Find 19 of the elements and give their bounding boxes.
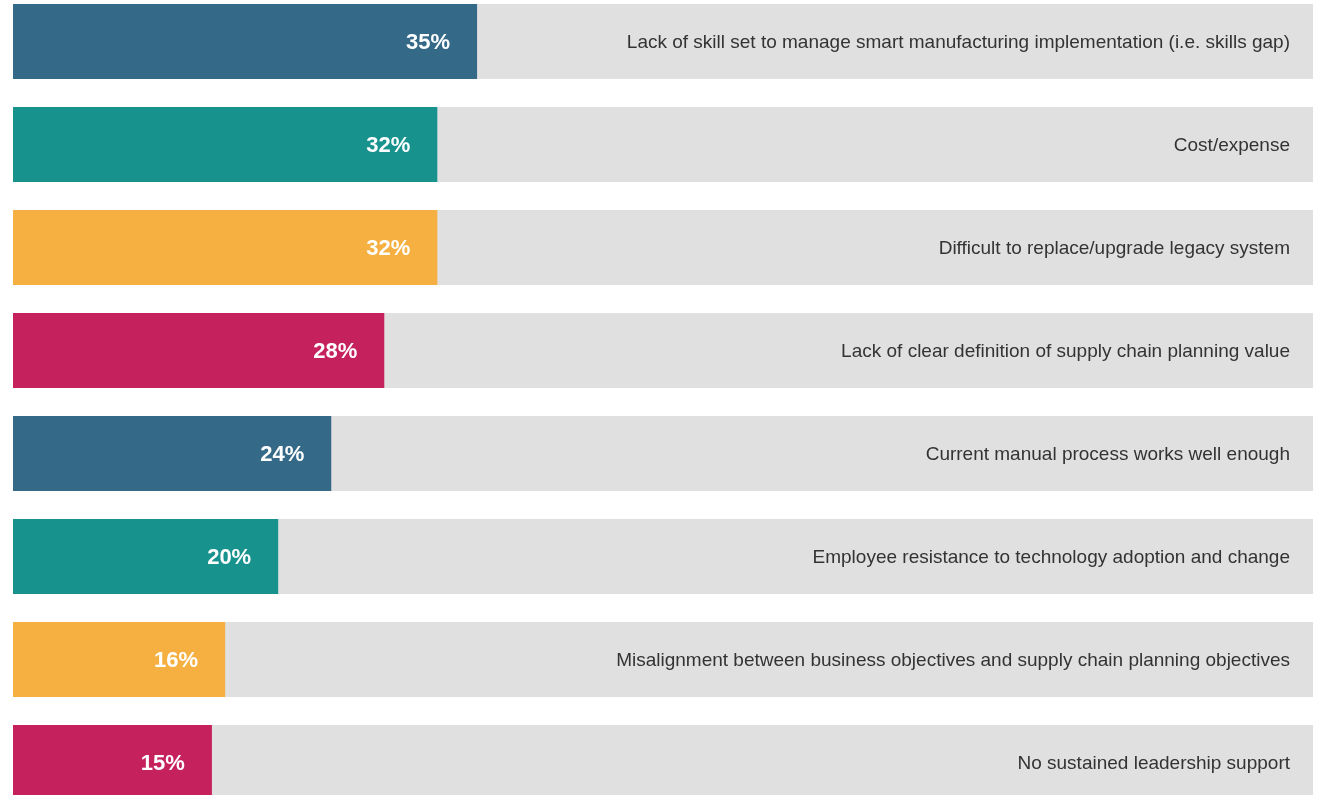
data-label: 15% <box>140 750 185 776</box>
y-tick-label: Misalignment between business objectives and supply chain planning objectives <box>616 648 1290 670</box>
data-label: 28% <box>313 338 358 364</box>
y-tick-label: Cost/expense <box>1173 133 1290 155</box>
data-label: 20% <box>207 544 252 570</box>
y-tick-label: Lack of skill set to manage smart manufacturing implementation (i.e. skills gap) <box>626 30 1290 52</box>
data-label: 24% <box>260 441 305 467</box>
y-tick-label: No sustained leadership support <box>1017 751 1291 773</box>
bar <box>13 416 332 491</box>
bar <box>13 622 226 697</box>
data-label: 32% <box>366 235 411 261</box>
data-label: 32% <box>366 132 411 158</box>
data-label: 16% <box>154 647 199 673</box>
y-tick-label: Lack of clear definition of supply chain planning value <box>841 339 1290 361</box>
bar <box>13 519 279 594</box>
y-tick-label: Current manual process works well enough <box>925 442 1290 464</box>
y-tick-label: Difficult to replace/upgrade legacy system <box>938 236 1290 258</box>
y-tick-label: Employee resistance to technology adoption and change <box>812 545 1290 567</box>
data-label: 35% <box>406 29 451 55</box>
